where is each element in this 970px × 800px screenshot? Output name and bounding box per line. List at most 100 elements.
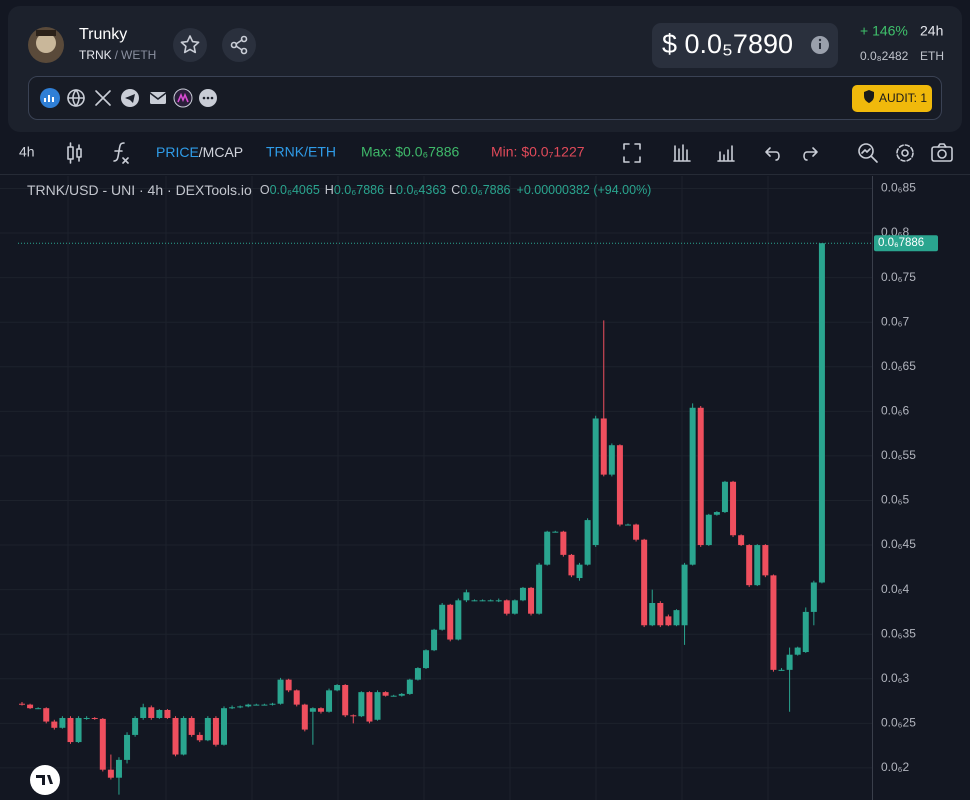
ohlc-key: C — [451, 183, 460, 197]
candle-body — [616, 445, 623, 525]
candle-body — [19, 703, 25, 705]
candle-body — [51, 721, 58, 728]
candle-body — [697, 407, 704, 546]
y-tick-label: 0.0₆45 — [881, 537, 916, 551]
candle-body — [600, 418, 607, 475]
candle-body — [673, 610, 680, 626]
email-link[interactable] — [149, 92, 167, 104]
share-button[interactable] — [222, 28, 256, 62]
candle-body — [439, 604, 446, 630]
y-tick-label: 0.0₆65 — [881, 359, 916, 373]
candle-body — [754, 545, 761, 586]
candle-body — [172, 717, 179, 755]
candle-body — [382, 692, 389, 696]
avatar-hat — [36, 30, 56, 36]
undo-button[interactable] — [765, 147, 780, 161]
candle-body — [309, 708, 316, 712]
candle-body — [366, 692, 373, 722]
candle-body — [350, 715, 357, 717]
quote-pair[interactable]: TRNK/ETH — [266, 144, 336, 160]
candle-body — [689, 407, 696, 565]
favorite-button[interactable] — [173, 28, 207, 62]
settings-button[interactable] — [896, 144, 914, 162]
y-tick-label: 0.0₆7 — [881, 314, 910, 328]
price-mode-price[interactable]: PRICE — [156, 144, 199, 160]
candle-body — [358, 692, 365, 717]
candle-body — [511, 600, 518, 614]
zoom-button[interactable] — [858, 143, 878, 163]
candle-body — [463, 592, 470, 601]
indicators-button[interactable] — [113, 142, 129, 164]
candle-body — [156, 709, 163, 718]
candle-body — [519, 587, 526, 601]
candle-body — [544, 531, 551, 565]
chart-legend: TRNK/USD - UNI · 4h · DEXTools.io O0.0₆40… — [27, 182, 651, 198]
candle-body — [786, 654, 793, 670]
candle-body — [374, 692, 381, 720]
y-tick-label: 0.0₆85 — [881, 181, 916, 195]
ohlc-key: H — [325, 183, 334, 197]
candle-body — [802, 611, 809, 653]
screenshot-button[interactable] — [931, 143, 953, 162]
pair: TRNK / WETH — [79, 48, 156, 62]
ohlc-value: 0.0₆4065 — [270, 183, 320, 197]
candle-body — [762, 545, 769, 576]
interval[interactable]: 4h — [19, 144, 35, 160]
redo-button[interactable] — [803, 147, 818, 161]
candle-body — [293, 690, 300, 705]
candle-body — [188, 717, 195, 735]
candle-body — [625, 524, 631, 526]
candle-body — [204, 717, 211, 741]
candle-body — [681, 564, 688, 626]
volume-button[interactable] — [673, 144, 691, 162]
tradingview-logo[interactable] — [30, 765, 60, 795]
candle-body — [568, 554, 575, 576]
x-link[interactable] — [95, 90, 111, 106]
candle-body — [269, 703, 276, 705]
candle-body — [528, 587, 535, 614]
candle-body — [229, 707, 236, 709]
price-mode[interactable]: PRICE/MCAP — [156, 144, 243, 160]
fullscreen-button[interactable] — [623, 143, 641, 163]
dextools-link[interactable] — [40, 88, 60, 108]
last-price-badge — [874, 235, 938, 252]
candle-body — [738, 535, 745, 546]
telegram-link[interactable] — [121, 89, 139, 107]
candle-body — [713, 512, 720, 515]
candle-body — [794, 647, 801, 655]
candle-body — [67, 717, 74, 743]
candle-body — [35, 708, 42, 710]
website-link[interactable] — [67, 89, 85, 107]
candle-body — [83, 717, 90, 719]
candle-body — [164, 709, 171, 718]
more-links[interactable] — [199, 89, 217, 107]
candle-body — [649, 602, 656, 626]
chart-type-button[interactable] — [67, 142, 82, 164]
links-bar — [28, 76, 942, 120]
candle-body — [657, 602, 664, 626]
candle-body — [334, 685, 341, 691]
candle-body — [115, 759, 122, 778]
price-mode-mcap[interactable]: /MCAP — [199, 144, 243, 160]
candle-body — [140, 707, 147, 718]
candle-body — [398, 693, 405, 696]
candle-body — [560, 531, 567, 555]
candle-body — [406, 679, 413, 694]
candle-body — [487, 600, 494, 602]
ohlc-value: 0.0₆4363 — [396, 183, 446, 197]
price-change: + 146% — [860, 23, 908, 39]
candle-body — [423, 650, 429, 669]
candle-body — [471, 600, 478, 602]
exchange-link[interactable] — [173, 88, 193, 108]
candle-body — [148, 707, 155, 718]
info-icon[interactable] — [811, 36, 829, 54]
candle-body — [730, 481, 737, 536]
candle-body — [479, 600, 486, 602]
compare-button[interactable] — [717, 145, 735, 162]
audit-button[interactable]: AUDIT: 1 — [852, 85, 932, 112]
max-price: Max: $0.0₆7886 — [361, 144, 459, 160]
audit-label: AUDIT: 1 — [879, 91, 927, 105]
y-tick-label: 0.0₆25 — [881, 716, 916, 730]
